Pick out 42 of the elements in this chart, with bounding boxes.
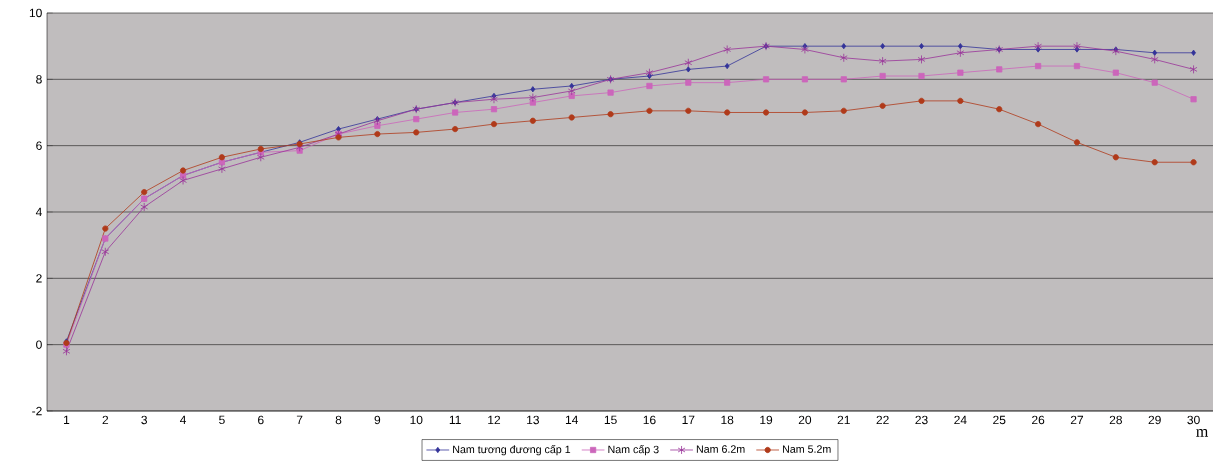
x-tick-label: 20	[798, 415, 812, 425]
x-tick-label: 26	[1032, 415, 1045, 425]
x-tick-label: 4	[179, 415, 187, 424]
x-tick-label: 24	[954, 415, 967, 425]
x-tick-label: 28	[1109, 415, 1122, 425]
x-tick-label: 23	[915, 415, 928, 425]
x-tick-label: 10	[410, 415, 423, 425]
legend-label: Nam tương đương cấp 1	[453, 444, 571, 456]
y-tick-label: 2	[36, 274, 42, 283]
x-tick-label: 2	[102, 415, 109, 425]
x-tick-label: 11	[449, 415, 461, 424]
y-tick-label: 8	[36, 75, 42, 84]
x-axis-title: m	[1196, 429, 1209, 437]
x-tick-label: 18	[721, 415, 734, 425]
x-tick-label: 12	[488, 415, 501, 425]
x-tick-label: 15	[604, 415, 617, 425]
legend-label: Nam cấp 3	[608, 444, 659, 456]
x-tick-label: 6	[258, 415, 264, 425]
y-tick-label: 6	[36, 141, 42, 150]
y-tick-label: 4	[35, 207, 42, 217]
x-tick-label: 16	[643, 415, 656, 425]
x-tick-label: 29	[1148, 415, 1161, 425]
x-tick-label: 22	[876, 415, 889, 425]
x-tick-label: 7	[296, 415, 303, 424]
x-tick-label: 30	[1187, 415, 1200, 425]
legend-label: Nam 5.2m	[782, 445, 831, 453]
y-tick-label: 0	[36, 340, 42, 349]
y-tick-label: -2	[32, 406, 42, 416]
y-tick-label: 10	[29, 8, 42, 18]
x-tick-label: 17	[682, 415, 695, 424]
x-tick-label: 5	[219, 415, 225, 425]
legend-label: Nam 6.2m	[696, 445, 745, 453]
x-tick-label: 25	[993, 415, 1006, 425]
x-tick-label: 19	[760, 415, 773, 425]
x-tick-label: 27	[1070, 415, 1084, 425]
x-tick-label: 3	[141, 415, 147, 425]
x-tick-label: 21	[837, 415, 850, 425]
x-tick-label: 9	[374, 415, 381, 425]
x-tick-label: 13	[527, 415, 539, 425]
x-tick-label: 8	[335, 415, 342, 425]
x-tick-label: 14	[565, 415, 579, 424]
x-tick-label: 1	[64, 415, 70, 424]
